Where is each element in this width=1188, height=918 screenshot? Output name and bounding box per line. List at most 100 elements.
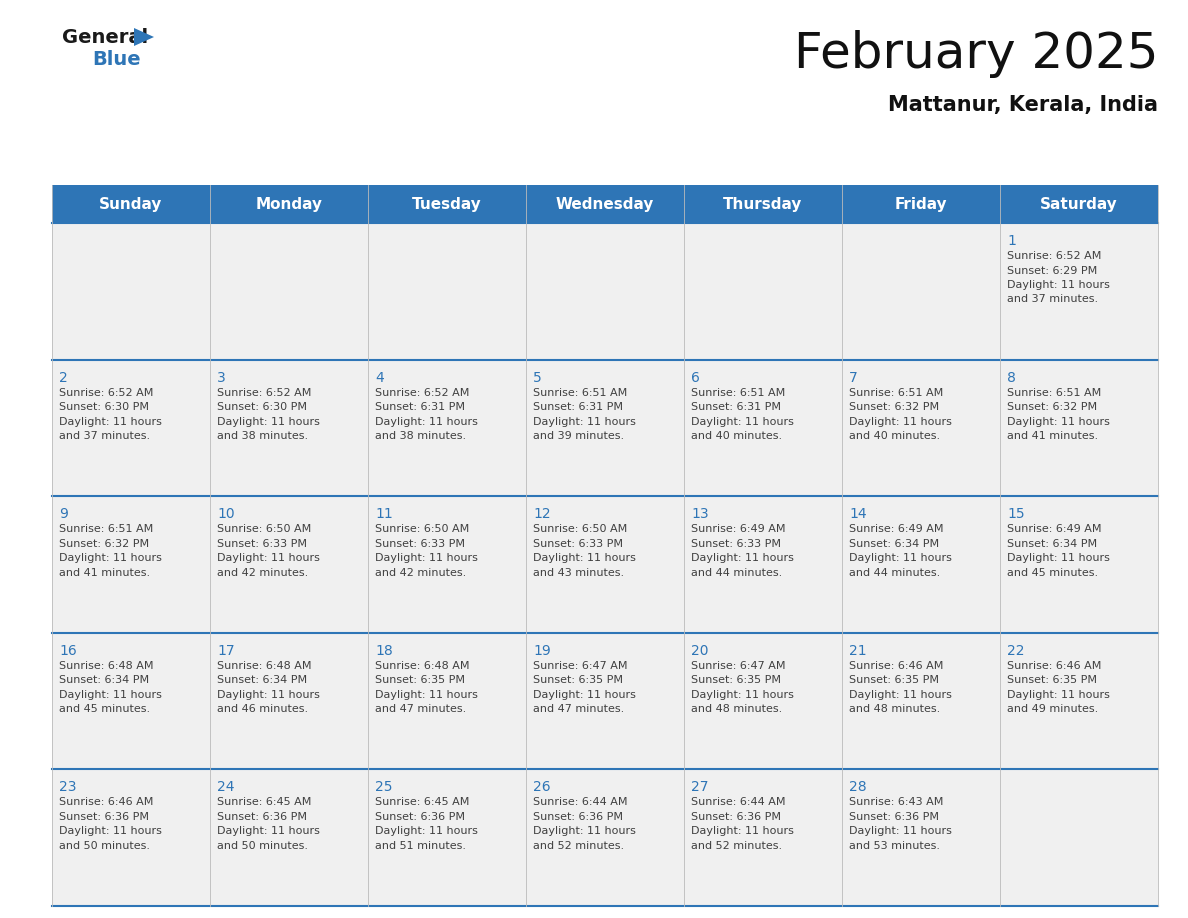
Text: and 40 minutes.: and 40 minutes.: [849, 431, 940, 442]
Text: Sunrise: 6:48 AM: Sunrise: 6:48 AM: [217, 661, 311, 671]
Text: and 38 minutes.: and 38 minutes.: [375, 431, 466, 442]
Text: Daylight: 11 hours: Daylight: 11 hours: [1007, 554, 1110, 564]
Bar: [842, 769, 1000, 906]
Text: Sunset: 6:29 PM: Sunset: 6:29 PM: [1007, 265, 1098, 275]
Bar: [526, 497, 684, 633]
Text: Sunset: 6:36 PM: Sunset: 6:36 PM: [59, 812, 148, 822]
Text: Sunset: 6:34 PM: Sunset: 6:34 PM: [1007, 539, 1098, 549]
Bar: [684, 223, 842, 360]
Text: Sunrise: 6:52 AM: Sunrise: 6:52 AM: [1007, 251, 1101, 261]
Bar: [842, 633, 1000, 769]
Text: Daylight: 11 hours: Daylight: 11 hours: [375, 826, 478, 836]
Text: Sunrise: 6:50 AM: Sunrise: 6:50 AM: [375, 524, 469, 534]
Text: Daylight: 11 hours: Daylight: 11 hours: [375, 417, 478, 427]
Text: Sunrise: 6:44 AM: Sunrise: 6:44 AM: [691, 798, 785, 808]
Text: Sunset: 6:36 PM: Sunset: 6:36 PM: [533, 812, 623, 822]
Bar: [1000, 633, 1158, 769]
Text: Daylight: 11 hours: Daylight: 11 hours: [375, 554, 478, 564]
Text: and 45 minutes.: and 45 minutes.: [59, 704, 150, 714]
Text: Sunrise: 6:49 AM: Sunrise: 6:49 AM: [849, 524, 943, 534]
Text: Sunrise: 6:51 AM: Sunrise: 6:51 AM: [691, 387, 785, 397]
Text: and 38 minutes.: and 38 minutes.: [217, 431, 308, 442]
Text: 28: 28: [849, 780, 866, 794]
Text: and 41 minutes.: and 41 minutes.: [1007, 431, 1098, 442]
Text: and 44 minutes.: and 44 minutes.: [849, 567, 940, 577]
Text: 7: 7: [849, 371, 858, 385]
Text: 5: 5: [533, 371, 542, 385]
Bar: [684, 360, 842, 497]
Bar: [684, 497, 842, 633]
Text: Daylight: 11 hours: Daylight: 11 hours: [1007, 280, 1110, 290]
Bar: [1000, 360, 1158, 497]
Text: Daylight: 11 hours: Daylight: 11 hours: [217, 417, 320, 427]
Bar: [1000, 497, 1158, 633]
Text: Sunset: 6:31 PM: Sunset: 6:31 PM: [533, 402, 623, 412]
Bar: [842, 223, 1000, 360]
Text: 24: 24: [217, 780, 234, 794]
Text: 2: 2: [59, 371, 68, 385]
Text: and 48 minutes.: and 48 minutes.: [691, 704, 782, 714]
Text: 19: 19: [533, 644, 551, 658]
Text: Daylight: 11 hours: Daylight: 11 hours: [691, 554, 794, 564]
Bar: [368, 769, 526, 906]
Text: 18: 18: [375, 644, 393, 658]
Text: and 50 minutes.: and 50 minutes.: [59, 841, 150, 851]
Text: Friday: Friday: [895, 196, 947, 211]
Text: Sunrise: 6:48 AM: Sunrise: 6:48 AM: [59, 661, 153, 671]
Text: Daylight: 11 hours: Daylight: 11 hours: [59, 554, 162, 564]
Bar: [52, 769, 210, 906]
Bar: [684, 633, 842, 769]
Text: 11: 11: [375, 508, 393, 521]
Text: Thursday: Thursday: [723, 196, 803, 211]
Text: 20: 20: [691, 644, 708, 658]
Text: Sunrise: 6:51 AM: Sunrise: 6:51 AM: [1007, 387, 1101, 397]
Text: Daylight: 11 hours: Daylight: 11 hours: [217, 826, 320, 836]
Text: and 41 minutes.: and 41 minutes.: [59, 567, 150, 577]
Text: 15: 15: [1007, 508, 1024, 521]
Bar: [52, 223, 210, 360]
Bar: [1000, 769, 1158, 906]
Text: Daylight: 11 hours: Daylight: 11 hours: [217, 689, 320, 700]
Text: Sunset: 6:32 PM: Sunset: 6:32 PM: [59, 539, 150, 549]
Text: Sunrise: 6:49 AM: Sunrise: 6:49 AM: [1007, 524, 1101, 534]
Text: and 40 minutes.: and 40 minutes.: [691, 431, 782, 442]
Text: Sunset: 6:30 PM: Sunset: 6:30 PM: [59, 402, 148, 412]
Text: 14: 14: [849, 508, 866, 521]
Bar: [842, 360, 1000, 497]
Text: Sunrise: 6:51 AM: Sunrise: 6:51 AM: [59, 524, 153, 534]
Text: Sunrise: 6:52 AM: Sunrise: 6:52 AM: [217, 387, 311, 397]
Text: Sunset: 6:35 PM: Sunset: 6:35 PM: [849, 676, 939, 686]
Text: Sunrise: 6:45 AM: Sunrise: 6:45 AM: [375, 798, 469, 808]
Text: Sunset: 6:36 PM: Sunset: 6:36 PM: [849, 812, 939, 822]
Text: and 44 minutes.: and 44 minutes.: [691, 567, 782, 577]
Text: Sunset: 6:33 PM: Sunset: 6:33 PM: [691, 539, 781, 549]
Text: Daylight: 11 hours: Daylight: 11 hours: [849, 417, 952, 427]
Text: Daylight: 11 hours: Daylight: 11 hours: [533, 826, 636, 836]
Text: Sunset: 6:33 PM: Sunset: 6:33 PM: [375, 539, 465, 549]
Text: Monday: Monday: [255, 196, 322, 211]
Text: Sunset: 6:30 PM: Sunset: 6:30 PM: [217, 402, 307, 412]
Text: and 39 minutes.: and 39 minutes.: [533, 431, 624, 442]
Bar: [1000, 223, 1158, 360]
Text: Sunset: 6:35 PM: Sunset: 6:35 PM: [691, 676, 781, 686]
Text: Sunrise: 6:49 AM: Sunrise: 6:49 AM: [691, 524, 785, 534]
Text: Sunset: 6:32 PM: Sunset: 6:32 PM: [849, 402, 940, 412]
Text: Sunset: 6:33 PM: Sunset: 6:33 PM: [533, 539, 623, 549]
Text: 26: 26: [533, 780, 550, 794]
Bar: [526, 223, 684, 360]
Text: Daylight: 11 hours: Daylight: 11 hours: [849, 689, 952, 700]
Text: 1: 1: [1007, 234, 1016, 248]
Text: Sunrise: 6:43 AM: Sunrise: 6:43 AM: [849, 798, 943, 808]
Text: and 47 minutes.: and 47 minutes.: [533, 704, 624, 714]
Text: Blue: Blue: [91, 50, 140, 69]
Text: Sunrise: 6:51 AM: Sunrise: 6:51 AM: [849, 387, 943, 397]
Text: Sunrise: 6:46 AM: Sunrise: 6:46 AM: [59, 798, 153, 808]
Text: Sunrise: 6:45 AM: Sunrise: 6:45 AM: [217, 798, 311, 808]
Text: Sunrise: 6:50 AM: Sunrise: 6:50 AM: [533, 524, 627, 534]
Text: 17: 17: [217, 644, 234, 658]
Text: Sunrise: 6:50 AM: Sunrise: 6:50 AM: [217, 524, 311, 534]
Text: and 50 minutes.: and 50 minutes.: [217, 841, 308, 851]
Text: 10: 10: [217, 508, 234, 521]
Text: and 48 minutes.: and 48 minutes.: [849, 704, 940, 714]
Text: 4: 4: [375, 371, 384, 385]
